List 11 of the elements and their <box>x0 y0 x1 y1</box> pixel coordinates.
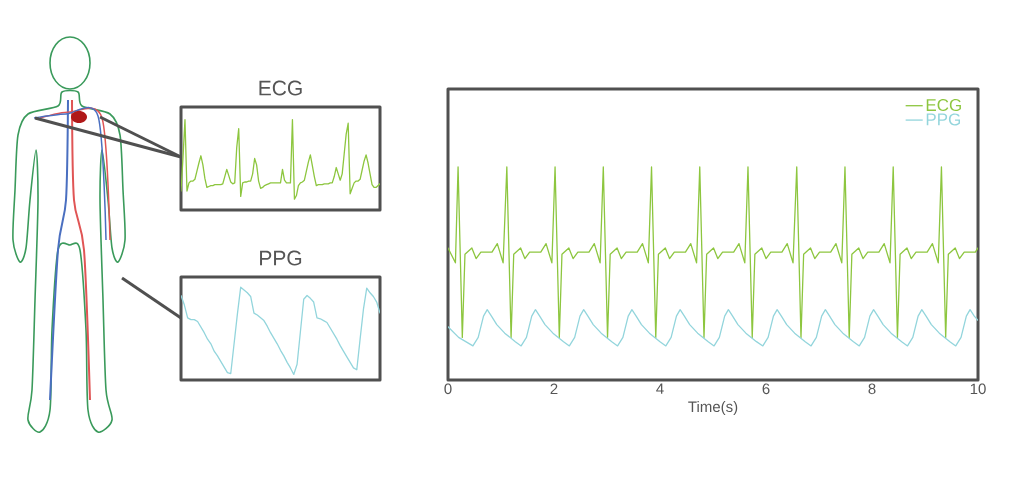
x-tick-label: 10 <box>970 383 986 395</box>
chart-title: PPG <box>260 250 302 266</box>
x-tick-label: 8 <box>868 383 876 395</box>
x-tick-label: 0 <box>444 383 452 395</box>
legend-label: PPG <box>926 113 960 126</box>
chart-title: ECG <box>259 80 302 96</box>
x-tick-label: 6 <box>762 383 770 395</box>
x-tick-label: 4 <box>656 383 664 394</box>
x-tick-label: 2 <box>550 383 558 395</box>
legend-label: ECG <box>926 99 961 112</box>
x-axis-title: Time(s) <box>688 401 738 415</box>
